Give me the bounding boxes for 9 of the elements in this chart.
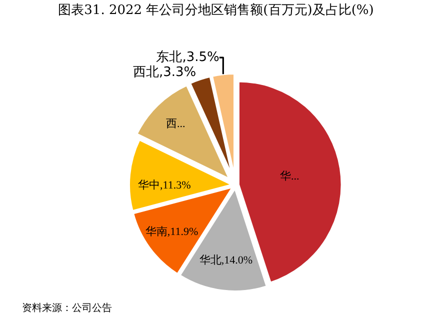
slice-label: 西北,3.3% (132, 65, 196, 80)
slice-label: 华... (280, 170, 300, 182)
slice-label: 华北,14.0% (199, 254, 253, 267)
slice-label: 东北,3.5% (156, 50, 220, 66)
slice-label: 华中,11.3% (138, 178, 191, 192)
text: 资料来源：公司公告 (22, 302, 112, 314)
chart-title: 图表31. 2022 年公司分地区销售额(百万元)及占比(%) (58, 2, 374, 18)
slice-label: 西... (166, 118, 186, 130)
slice-label: 华南,11.9% (145, 225, 198, 238)
